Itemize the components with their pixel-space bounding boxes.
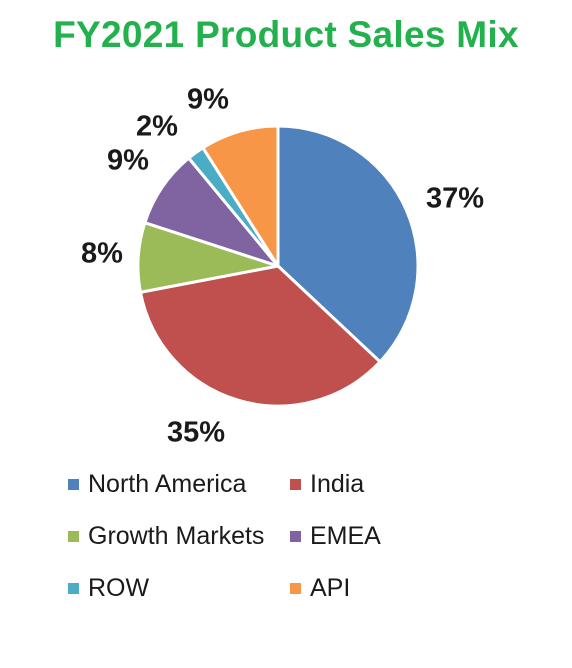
legend-swatch-emea [290, 531, 301, 542]
pie-slice-north-america [276, 124, 420, 364]
legend-item-emea: EMEA [290, 522, 381, 551]
legend-item-north-america: North America [68, 470, 246, 499]
legend-swatch-north-america [68, 479, 79, 490]
pie-slice-api [201, 124, 280, 268]
legend-label: EMEA [310, 522, 381, 550]
legend-item-growth-markets: Growth Markets [68, 522, 264, 551]
pie-slice-india [138, 264, 382, 408]
data-label-row: 2% [136, 111, 178, 143]
legend-label: India [310, 470, 365, 498]
legend-label: API [310, 574, 351, 602]
data-label-api: 9% [187, 84, 229, 116]
legend-swatch-india [290, 479, 301, 490]
data-label-growth-markets: 8% [81, 238, 123, 270]
legend-item-api: API [290, 574, 350, 603]
legend-item-row: ROW [68, 574, 149, 603]
legend-swatch-row [68, 583, 79, 594]
data-label-north-america: 37% [426, 183, 484, 215]
data-label-emea: 9% [107, 145, 149, 177]
chart-title: FY2021 Product Sales Mix [53, 14, 519, 55]
legend-swatch-growth-markets [68, 531, 79, 542]
legend-swatch-api [290, 583, 301, 594]
legend-label: Growth Markets [88, 522, 265, 550]
legend-label: North America [88, 470, 247, 498]
legend-label: ROW [88, 574, 150, 602]
data-label-india: 35% [167, 417, 225, 449]
pie-slice-emea [143, 156, 280, 268]
legend-item-india: India [290, 470, 364, 499]
